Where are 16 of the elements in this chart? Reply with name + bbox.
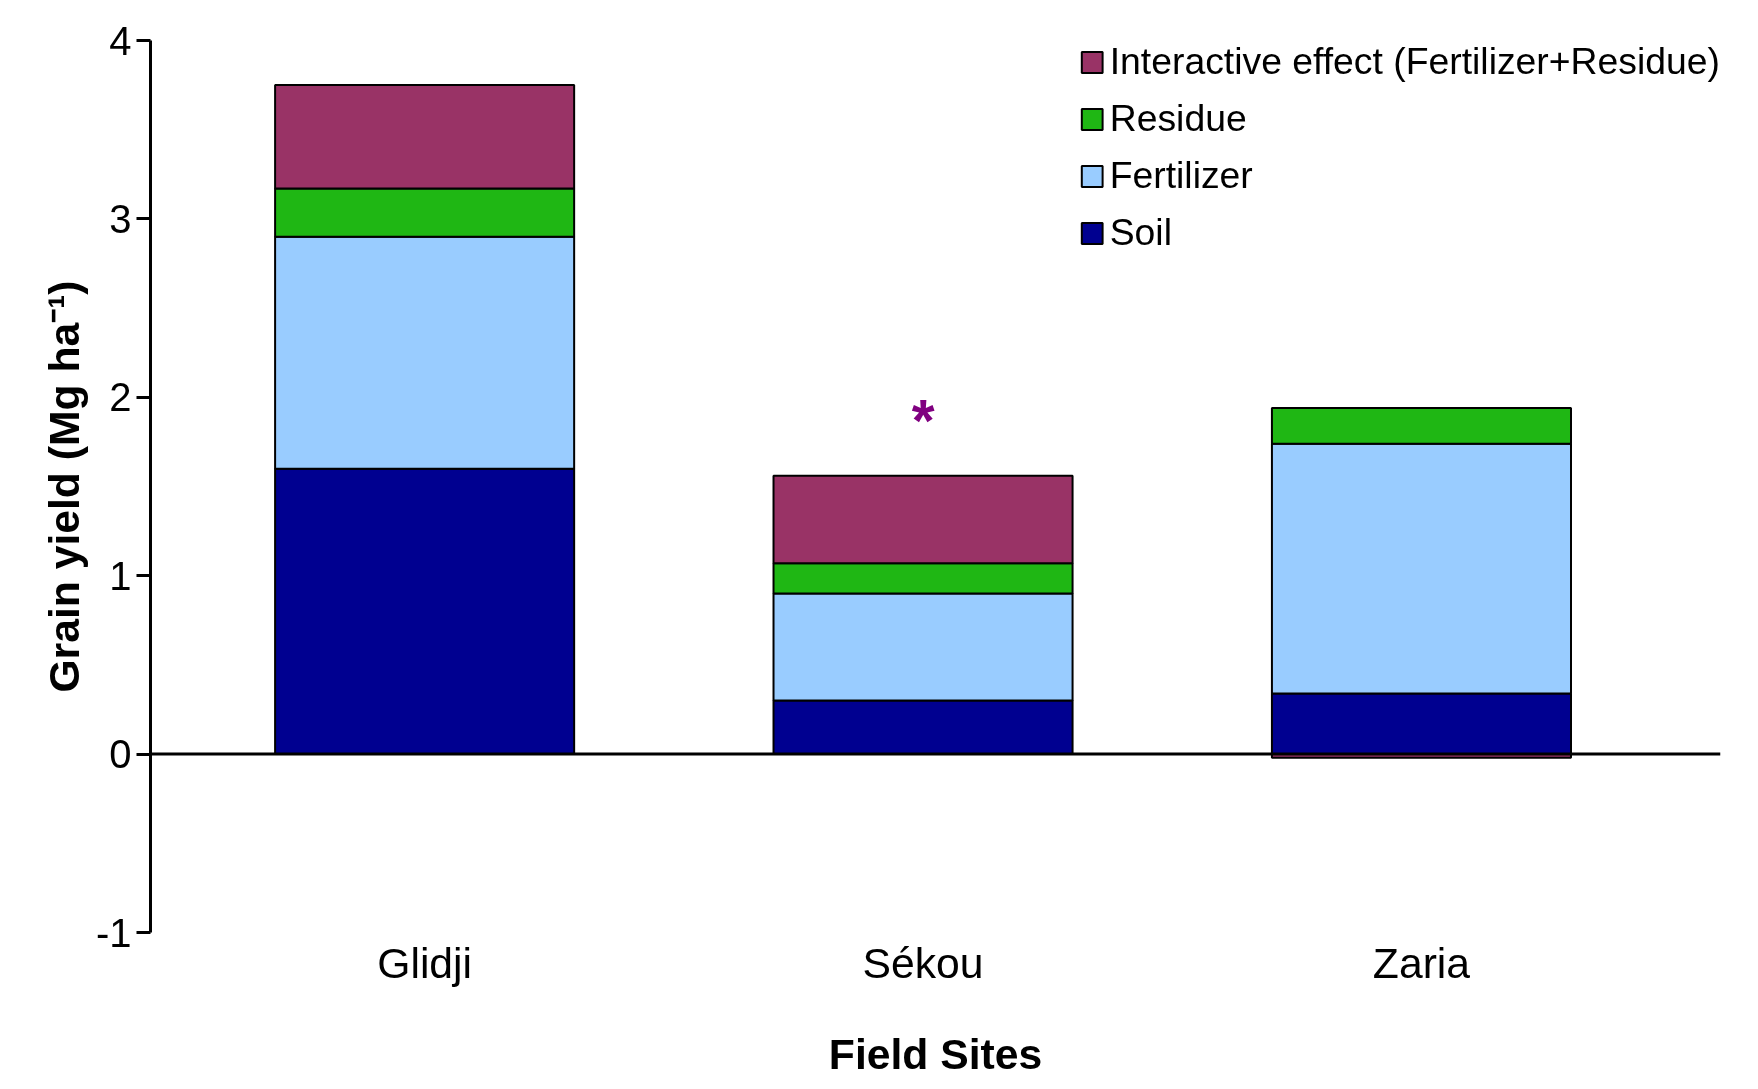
y-axis-title: Grain yield (Mg ha⁻¹) — [39, 280, 88, 693]
x-axis-title: Field Sites — [828, 1029, 1043, 1078]
annotation: * — [911, 387, 935, 453]
legend-label: Soil — [1109, 211, 1172, 254]
x-tick-label: Zaria — [1372, 938, 1471, 987]
legend-label: Fertilizer — [1109, 154, 1253, 197]
x-tick-label: Glidji — [377, 938, 473, 987]
y-tick-label: 4 — [109, 18, 132, 63]
y-tick-label: -1 — [95, 910, 132, 955]
x-tick-label: Sékou — [862, 938, 984, 987]
legend-label: Interactive effect (Fertilizer+Residue) — [1109, 40, 1720, 83]
legend-label: Residue — [1109, 97, 1247, 140]
y-tick-label: 1 — [109, 553, 132, 598]
y-tick-label: 2 — [109, 375, 132, 420]
y-tick-label: 0 — [109, 732, 132, 777]
y-tick-label: 3 — [109, 196, 132, 241]
